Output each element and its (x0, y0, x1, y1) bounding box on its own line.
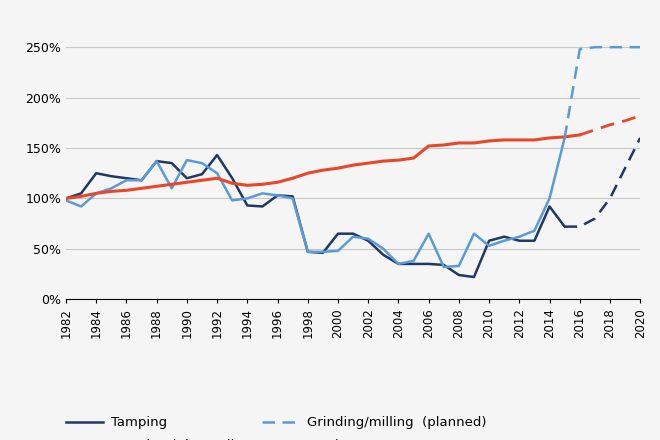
Legend: Tamping, Tamping (planned), Grinding/milling, Grinding/milling  (planned), Load,: Tamping, Tamping (planned), Grinding/mil… (61, 411, 492, 440)
